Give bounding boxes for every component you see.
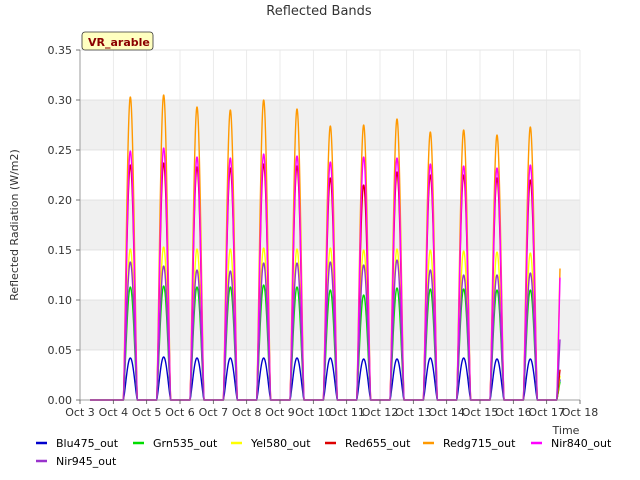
legend-label: Blu475_out: [56, 437, 119, 450]
y-tick-label: 0.00: [48, 394, 73, 407]
x-tick-label: Oct 7: [199, 406, 229, 419]
legend-label: Red655_out: [345, 437, 411, 450]
y-tick-label: 0.25: [48, 144, 73, 157]
x-tick-label: Oct 17: [528, 406, 565, 419]
dataset-badge: VR_arable: [81, 31, 154, 51]
x-tick-label: Oct 10: [295, 406, 332, 419]
legend-item-blu475_out: Blu475_out: [36, 437, 119, 450]
y-tick-label: 0.35: [48, 44, 73, 57]
x-tick-label: Oct 15: [462, 406, 499, 419]
y-tick-label: 0.20: [48, 194, 73, 207]
x-tick-label: Oct 16: [495, 406, 532, 419]
legend-item-grn535_out: Grn535_out: [133, 437, 218, 450]
x-tick-label: Oct 18: [562, 406, 599, 419]
legend-item-red655_out: Red655_out: [325, 437, 411, 450]
x-tick-label: Oct 5: [132, 406, 162, 419]
legend-label: Nir840_out: [551, 437, 612, 450]
y-tick-label: 0.30: [48, 94, 73, 107]
x-tick-label: Oct 14: [428, 406, 465, 419]
legend: Blu475_out Grn535_out Yel580_out Red655_out…: [36, 437, 612, 468]
x-tick-label: Oct 9: [265, 406, 295, 419]
axes: [79, 50, 580, 401]
chart-title: Reflected Bands: [266, 4, 372, 19]
x-tick-label: Oct 11: [328, 406, 365, 419]
x-ticks: Oct 3 Oct 4 Oct 5 Oct 6 Oct 7 Oct 8 Oct 9 Oct 1…: [65, 400, 598, 419]
legend-label: Grn535_out: [153, 437, 218, 450]
plot-background: [80, 50, 580, 400]
x-tick-label: Oct 8: [232, 406, 262, 419]
legend-label: Nir945_out: [56, 455, 117, 468]
y-axis-label: Reflected Radiation (W/m2): [8, 149, 21, 301]
legend-item-yel580_out: Yel580_out: [231, 437, 311, 450]
legend-item-redg715_out: Redg715_out: [423, 437, 516, 450]
x-tick-label: Oct 13: [395, 406, 432, 419]
legend-item-nir945_out: Nir945_out: [36, 455, 117, 468]
x-tick-label: Oct 12: [362, 406, 399, 419]
x-axis-label: Time: [552, 424, 580, 437]
grid-band: [80, 200, 580, 250]
legend-label: Yel580_out: [250, 437, 311, 450]
x-tick-label: Oct 6: [165, 406, 195, 419]
legend-label: Redg715_out: [443, 437, 516, 450]
y-ticks: 0.00 0.05 0.10 0.15 0.20 0.25 0.30 0.35: [48, 44, 80, 407]
y-tick-label: 0.15: [48, 244, 73, 257]
y-tick-label: 0.10: [48, 294, 73, 307]
dataset-badge-label: VR_arable: [88, 36, 150, 49]
x-tick-label: Oct 3: [65, 406, 95, 419]
x-tick-label: Oct 4: [99, 406, 129, 419]
legend-item-nir840_out: Nir840_out: [531, 437, 612, 450]
grid-band: [80, 300, 580, 350]
grid-band: [80, 100, 580, 150]
y-tick-label: 0.05: [48, 344, 73, 357]
